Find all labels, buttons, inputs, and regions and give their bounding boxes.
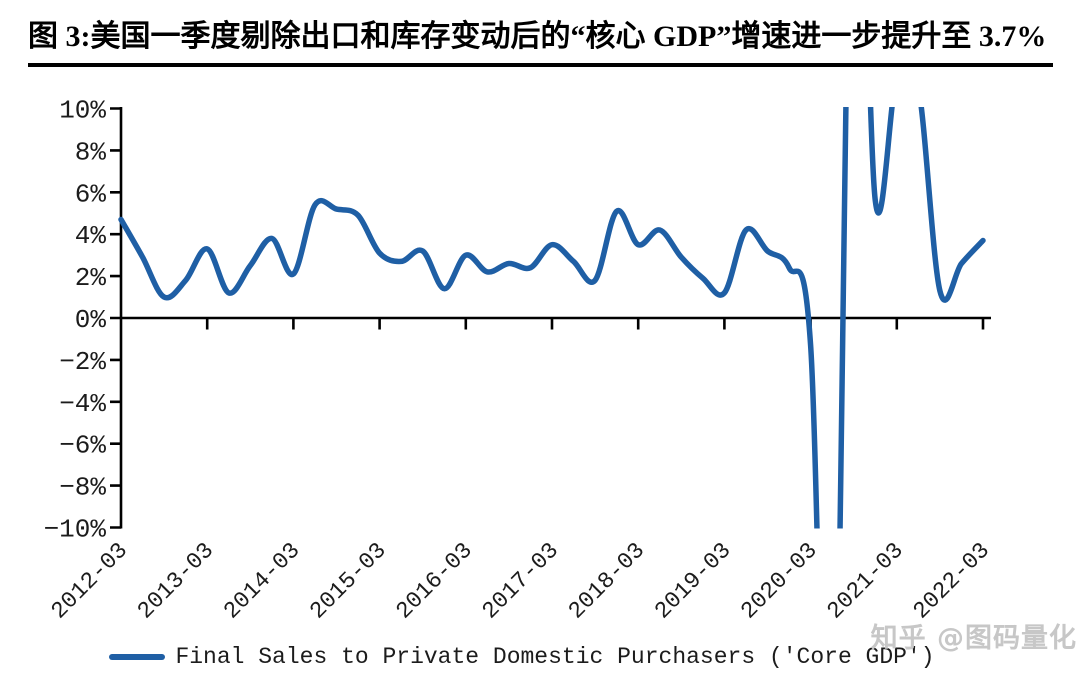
y-tick-label: −4% — [59, 389, 106, 419]
y-tick-label: 2% — [75, 263, 107, 293]
axes — [110, 107, 991, 529]
y-tick-label: −10% — [44, 515, 107, 545]
y-tick-label: 0% — [75, 305, 107, 335]
y-tick-label: 4% — [75, 221, 107, 251]
y-tick-label: 8% — [75, 137, 107, 167]
axis-lines — [110, 107, 991, 529]
x-tick-label: 2018-03 — [563, 538, 650, 625]
x-tick-label: 2013-03 — [132, 538, 219, 625]
legend-label: Final Sales to Private Domestic Purchase… — [175, 644, 935, 670]
x-tick-label: 2017-03 — [477, 538, 564, 625]
x-tick-label: 2022-03 — [908, 538, 995, 625]
y-tick-label: 6% — [75, 179, 107, 209]
core-gdp-line — [118, 107, 986, 529]
y-tick-label: 10% — [59, 96, 106, 126]
watermark: 知乎 @图码量化 — [870, 623, 1077, 654]
y-tick-label: −6% — [59, 431, 106, 461]
x-tick-label: 2021-03 — [822, 538, 909, 625]
x-tick-label: 2020-03 — [736, 538, 823, 625]
y-tick-label: −8% — [59, 473, 106, 503]
title-underline — [28, 63, 1053, 67]
x-tick-label: 2014-03 — [219, 538, 306, 625]
chart-legend: Final Sales to Private Domestic Purchase… — [0, 644, 1062, 670]
y-tick-label: −2% — [59, 347, 106, 377]
x-tick-label: 2012-03 — [46, 538, 133, 625]
x-tick-label: 2015-03 — [305, 538, 392, 625]
legend-line-swatch — [109, 654, 166, 660]
x-tick-label: 2019-03 — [650, 538, 737, 625]
x-tick-label: 2016-03 — [391, 538, 478, 625]
figure-title: 图 3:美国一季度剔除出口和库存变动后的“核心 GDP”增速进一步提升至 3.7… — [28, 20, 1047, 53]
